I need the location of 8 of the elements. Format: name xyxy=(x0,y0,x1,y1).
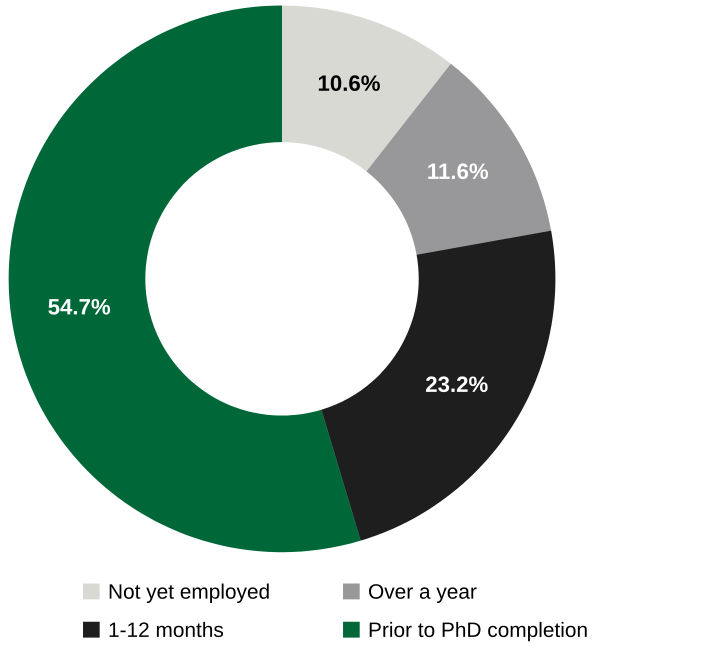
legend-label: 1-12 months xyxy=(110,622,224,638)
data-label: 54.7% xyxy=(48,298,110,315)
legend-label: Prior to PhD completion xyxy=(370,622,587,642)
data-label: 11.6% xyxy=(428,163,488,180)
legend-label: Over a year xyxy=(369,584,477,603)
data-label: 23.2% xyxy=(426,376,488,392)
legend-label: Not yet employed xyxy=(110,584,269,603)
data-label: 10.6% xyxy=(318,75,380,92)
